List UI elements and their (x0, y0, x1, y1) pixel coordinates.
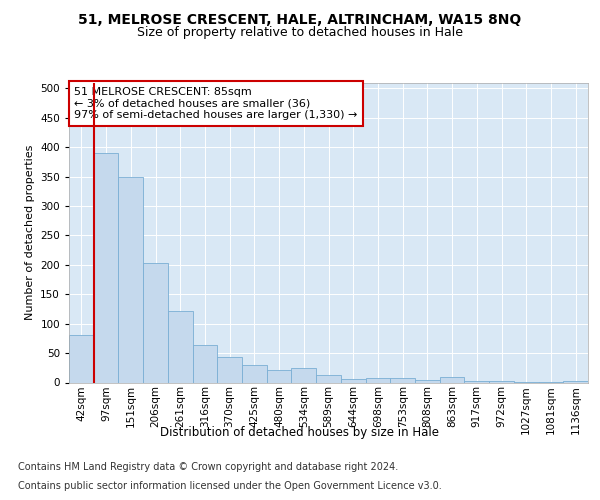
Bar (193, 346, 217, 383)
Bar (316, 375, 341, 382)
Bar (69, 336, 94, 382)
Bar (94, 153, 118, 382)
Bar (118, 176, 143, 382)
Text: 51, MELROSE CRESCENT, HALE, ALTRINCHAM, WA15 8NQ: 51, MELROSE CRESCENT, HALE, ALTRINCHAM, … (79, 12, 521, 26)
Bar (390, 378, 415, 382)
Text: Size of property relative to detached houses in Hale: Size of property relative to detached ho… (137, 26, 463, 39)
Text: Contains HM Land Registry data © Crown copyright and database right 2024.: Contains HM Land Registry data © Crown c… (18, 462, 398, 472)
Bar (168, 310, 193, 382)
Text: Distribution of detached houses by size in Hale: Distribution of detached houses by size … (161, 426, 439, 439)
Bar (563, 380, 588, 382)
Text: 51 MELROSE CRESCENT: 85sqm
← 3% of detached houses are smaller (36)
97% of semi-: 51 MELROSE CRESCENT: 85sqm ← 3% of detac… (74, 87, 358, 120)
Bar (143, 263, 168, 382)
Bar (267, 370, 292, 382)
Bar (440, 376, 464, 382)
Bar (341, 379, 365, 382)
Bar (464, 380, 489, 382)
Bar (415, 380, 440, 382)
Bar (365, 378, 390, 382)
Bar (292, 368, 316, 382)
Bar (242, 365, 267, 382)
Bar (217, 356, 242, 382)
Text: Contains public sector information licensed under the Open Government Licence v3: Contains public sector information licen… (18, 481, 442, 491)
Y-axis label: Number of detached properties: Number of detached properties (25, 145, 35, 320)
